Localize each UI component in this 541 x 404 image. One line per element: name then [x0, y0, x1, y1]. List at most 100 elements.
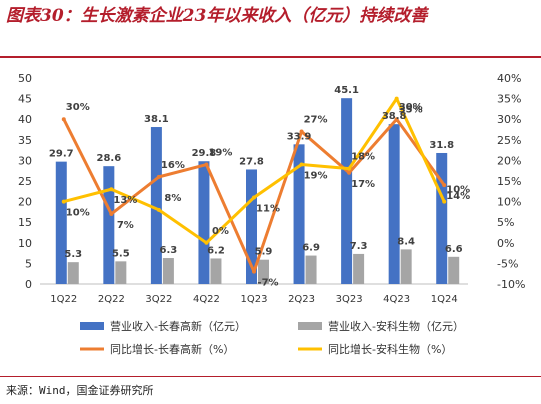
bar	[388, 124, 400, 284]
left-axis-tick: 25	[18, 175, 32, 188]
left-axis-tick: 40	[18, 113, 32, 126]
left-axis-tick: 30	[18, 154, 32, 167]
line-point	[204, 240, 209, 245]
bar-data-label: 31.8	[429, 140, 454, 151]
legend-label: 营业收入-长春高新（亿元）	[110, 319, 246, 333]
right-axis-tick: -5%	[497, 257, 518, 270]
left-axis-tick: 5	[25, 257, 32, 270]
line-data-label: 0%	[212, 226, 229, 237]
line-data-label: 35%	[399, 105, 423, 116]
right-axis-tick: 0%	[497, 237, 514, 250]
bar	[448, 256, 460, 284]
bar-data-label: 6.2	[207, 245, 225, 256]
line-data-label: 18%	[351, 152, 375, 163]
line-point	[347, 170, 352, 175]
bar-data-label: 33.9	[287, 131, 312, 142]
line-data-label: 11%	[256, 203, 280, 214]
line-point	[442, 199, 447, 204]
line-point	[252, 269, 256, 274]
bar	[258, 259, 269, 284]
line-data-label: 13%	[113, 195, 137, 206]
bar-data-label: 8.4	[397, 236, 415, 247]
right-axis-tick: 35%	[497, 93, 521, 106]
line-point	[156, 207, 161, 212]
line-point	[299, 162, 304, 167]
left-axis: 0 5 10 15 20 25 30 35 40 45 50	[18, 72, 32, 291]
line-data-label: 10%	[446, 185, 470, 196]
legend-label: 营业收入-安科生物（亿元）	[328, 319, 464, 333]
left-axis-tick: 45	[18, 93, 32, 106]
legend-swatch	[80, 322, 104, 330]
x-axis-tick: 2Q22	[98, 294, 125, 305]
line-point	[442, 183, 447, 188]
bar	[198, 161, 210, 284]
line-data-label: -7%	[257, 278, 278, 289]
data-labels-layer: 29.7 28.6 38.1 29.8 27.8 33.9 45.1 38.8 31.8 5.3 5…	[49, 85, 470, 288]
bar-data-label: 29.7	[49, 149, 74, 160]
bar-data-label: 38.1	[144, 114, 169, 125]
line-point	[61, 117, 66, 122]
legend: 营业收入-长春高新（亿元） 营业收入-安科生物（亿元） 同比增长-长春高新（%） 同比…	[80, 319, 464, 356]
line-data-label: 14%	[446, 191, 470, 202]
line-point	[61, 199, 66, 204]
x-axis-tick: 3Q22	[145, 294, 172, 305]
x-axis-tick: 1Q22	[50, 294, 77, 305]
bar-data-label: 45.1	[334, 85, 359, 96]
line-point	[109, 211, 114, 216]
right-axis-tick: -10%	[497, 278, 525, 291]
line-point	[156, 174, 161, 179]
x-axis-tick: 4Q22	[193, 294, 220, 305]
left-axis-tick: 15	[18, 216, 32, 229]
bars-layer	[55, 98, 460, 284]
bar	[305, 255, 317, 284]
right-axis-tick: 30%	[497, 113, 521, 126]
line-data-label: 10%	[66, 208, 90, 219]
line-data-label: 30%	[399, 102, 423, 113]
line-point	[347, 166, 352, 171]
bar-data-label: 28.6	[96, 153, 121, 164]
bar-data-label: 5.5	[112, 248, 130, 259]
line-point	[394, 117, 399, 122]
right-axis-tick: 25%	[497, 134, 521, 147]
line-point	[204, 162, 209, 167]
bar-data-label: 6.3	[160, 245, 178, 256]
left-axis-tick: 20	[18, 196, 32, 209]
right-axis-tick: 40%	[497, 72, 521, 85]
right-axis-tick: 15%	[497, 175, 521, 188]
bar	[436, 152, 448, 284]
x-axis-tick: 4Q23	[383, 294, 410, 305]
bar-data-label: 6.9	[302, 243, 320, 254]
bar	[115, 261, 127, 284]
bar-data-label: 5.9	[255, 247, 273, 258]
x-axis-tick: 1Q23	[241, 294, 268, 305]
bar	[293, 144, 305, 284]
legend-label: 同比增长-长春高新（%）	[110, 342, 234, 356]
x-axis-tick: 1Q24	[431, 294, 458, 305]
bar-data-label: 27.8	[239, 156, 264, 167]
bar-data-label: 6.6	[445, 244, 463, 255]
lines-layer	[61, 96, 447, 274]
x-axis-tick: 2Q23	[288, 294, 315, 305]
source-note: 来源：Wind，国金证券研究所	[6, 384, 154, 397]
line-point	[109, 187, 114, 192]
line-data-label: 17%	[351, 179, 375, 190]
bar	[246, 169, 257, 284]
left-axis-tick: 10	[18, 237, 32, 250]
bar	[162, 258, 174, 284]
source-divider	[0, 376, 541, 377]
x-axis-tick: 3Q23	[336, 294, 363, 305]
line-data-label: 19%	[208, 148, 232, 159]
bar	[210, 258, 222, 284]
line-data-label: 27%	[304, 115, 328, 126]
line-point	[252, 195, 256, 200]
right-axis-tick: 5%	[497, 216, 514, 229]
line-data-label: 30%	[66, 102, 90, 113]
left-axis-tick: 35	[18, 134, 32, 147]
bar	[67, 262, 79, 284]
legend-label: 同比增长-安科生物（%）	[328, 342, 452, 356]
bar-data-label: 5.3	[64, 249, 82, 260]
line-data-label: 7%	[117, 220, 134, 231]
left-axis-tick: 50	[18, 72, 32, 85]
line-data-label: 8%	[164, 193, 181, 204]
bar	[353, 253, 365, 284]
